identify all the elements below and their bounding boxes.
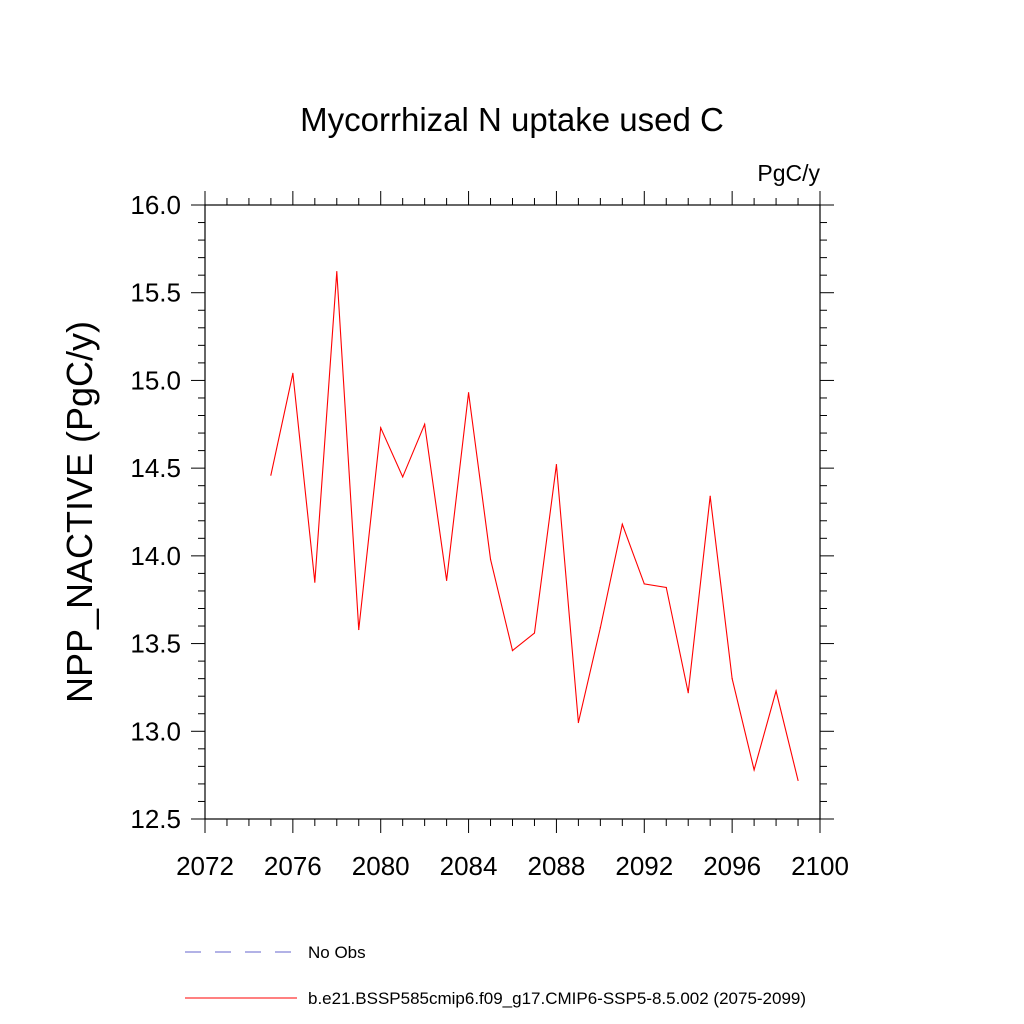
- plot-frame: [204, 204, 821, 820]
- data-point: [621, 523, 623, 525]
- x-tick-label: 2100: [791, 851, 849, 881]
- data-point: [292, 372, 294, 375]
- axis-ticks: [191, 191, 834, 833]
- data-point: [402, 476, 404, 478]
- data-point: [314, 581, 316, 583]
- data-point: [687, 692, 689, 694]
- data-point: [358, 628, 360, 631]
- x-tick-label: 2072: [176, 851, 234, 881]
- y-axis-label: NPP_NACTIVE (PgC/y): [59, 321, 100, 703]
- axis-tick-labels: 2072 2076 2080 2084 2088 2092 2096 2100 12.5 13.0…: [130, 190, 849, 881]
- data-point: [643, 583, 645, 585]
- data-point: [424, 423, 426, 425]
- x-tick-label: 2096: [703, 851, 761, 881]
- data-point: [665, 586, 667, 589]
- data-point: [731, 678, 733, 680]
- data-point: [380, 427, 382, 429]
- y-tick-label: 13.5: [130, 629, 181, 659]
- y-tick-label: 14.5: [130, 453, 181, 483]
- data-point: [533, 632, 536, 634]
- y-tick-label: 15.0: [130, 365, 181, 395]
- y-tick-label: 14.0: [130, 541, 181, 571]
- data-point: [270, 474, 272, 476]
- legend-label: b.e21.BSSP585cmip6.f09_g17.CMIP6-SSP5-8.…: [308, 989, 806, 1008]
- y-tick-label: 16.0: [130, 190, 181, 220]
- data-point: [511, 649, 514, 652]
- data-point: [577, 721, 579, 724]
- data-point: [467, 392, 470, 394]
- series-group: [270, 271, 799, 782]
- legend-label: No Obs: [308, 943, 366, 962]
- data-point: [775, 690, 777, 692]
- data-point: [709, 495, 711, 497]
- legend: No Obs b.e21.BSSP585cmip6.f09_g17.CMIP6-S…: [185, 943, 806, 1008]
- x-tick-label: 2092: [615, 851, 673, 881]
- units-label: PgC/y: [757, 160, 820, 186]
- data-point: [797, 779, 799, 782]
- data-point: [336, 271, 338, 273]
- data-point: [599, 627, 601, 629]
- x-tick-label: 2084: [440, 851, 498, 881]
- series-line: [270, 271, 799, 781]
- x-tick-label: 2080: [352, 851, 410, 881]
- y-tick-label: 15.5: [130, 278, 181, 308]
- x-tick-label: 2076: [264, 851, 322, 881]
- data-point: [446, 579, 448, 582]
- y-tick-label: 12.5: [130, 804, 181, 834]
- data-point: [555, 464, 558, 466]
- data-point: [753, 769, 755, 771]
- y-tick-label: 13.0: [130, 716, 181, 746]
- chart-title: Mycorrhizal N uptake used C: [300, 101, 724, 138]
- data-point: [489, 558, 492, 560]
- x-tick-label: 2088: [528, 851, 586, 881]
